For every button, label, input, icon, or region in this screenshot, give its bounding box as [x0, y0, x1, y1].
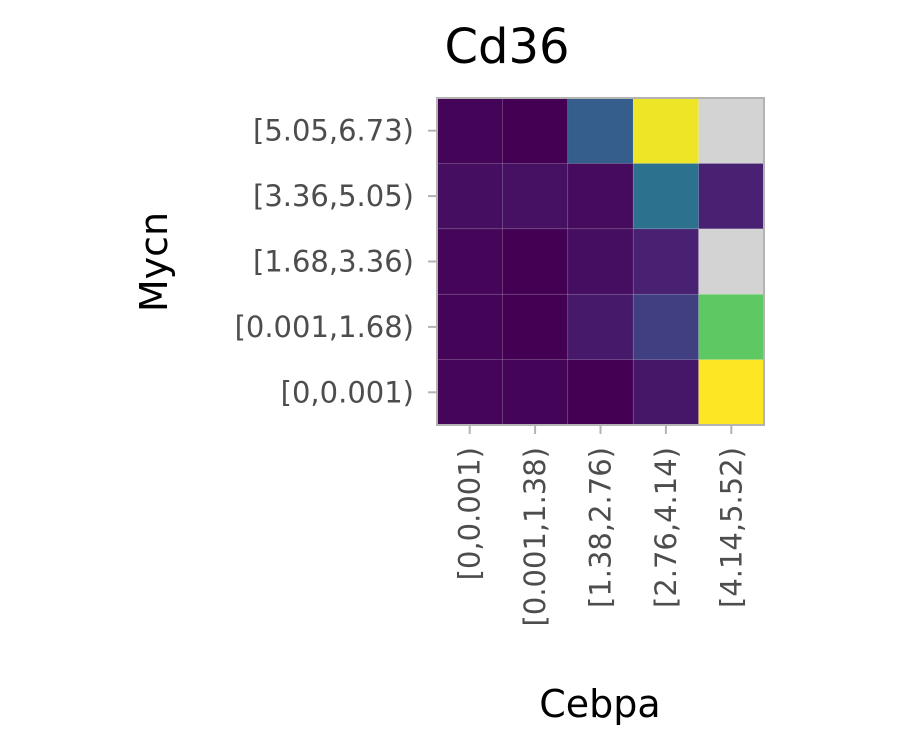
heatmap-cell	[698, 163, 765, 230]
heatmap-cell	[632, 293, 699, 360]
heatmap-cell	[567, 293, 634, 360]
heatmap-cell	[632, 163, 699, 230]
heatmap-cell	[502, 228, 569, 295]
x-tick-label: [0.001,1.38)	[518, 447, 552, 626]
y-axis-title: Mycn	[132, 212, 176, 312]
x-tick-label: [1.38,2.76)	[584, 447, 618, 608]
y-tick-label: [0,0.001)	[281, 375, 414, 409]
heatmap-cell	[502, 163, 569, 230]
heatmap-cell	[567, 97, 634, 164]
x-axis-title: Cebpa	[539, 682, 660, 726]
heatmap-cell	[436, 163, 503, 230]
y-axis: [0,0.001) [0.001,1.68) [1.68,3.36) [3.36,5.…	[235, 114, 437, 409]
heatmap-cell	[567, 359, 634, 426]
y-tick-label: [3.36,5.05)	[253, 179, 414, 213]
x-tick-label: [0,0.001)	[453, 447, 487, 580]
y-tick-label: [5.05,6.73)	[253, 114, 414, 148]
heatmap-cell	[698, 293, 765, 360]
heatmap-cell	[502, 359, 569, 426]
heatmap-cell	[698, 359, 765, 426]
heatmap-cell	[502, 293, 569, 360]
heatmap-cell	[436, 359, 503, 426]
heatmap-cell	[567, 228, 634, 295]
heatmap-cell	[502, 97, 569, 164]
heatmap-cells	[436, 97, 765, 426]
y-tick-label: [0.001,1.68)	[235, 310, 414, 344]
heatmap-cell	[436, 228, 503, 295]
y-tick-label: [1.68,3.36)	[253, 245, 414, 279]
heatmap-cell	[698, 97, 765, 164]
x-tick-label: [4.14,5.52)	[714, 447, 748, 608]
x-tick-label: [2.76,4.14)	[649, 447, 683, 608]
chart-title: Cd36	[444, 19, 569, 75]
x-axis: [0,0.001) [0.001,1.38) [1.38,2.76) [2.76,4.…	[453, 425, 748, 626]
heatmap-cell	[436, 97, 503, 164]
heatmap-cell	[436, 293, 503, 360]
heatmap-cell	[698, 228, 765, 295]
heatmap-cell	[632, 228, 699, 295]
heatmap-cell	[567, 163, 634, 230]
heatmap-cell	[632, 359, 699, 426]
heatmap-cell	[632, 97, 699, 164]
